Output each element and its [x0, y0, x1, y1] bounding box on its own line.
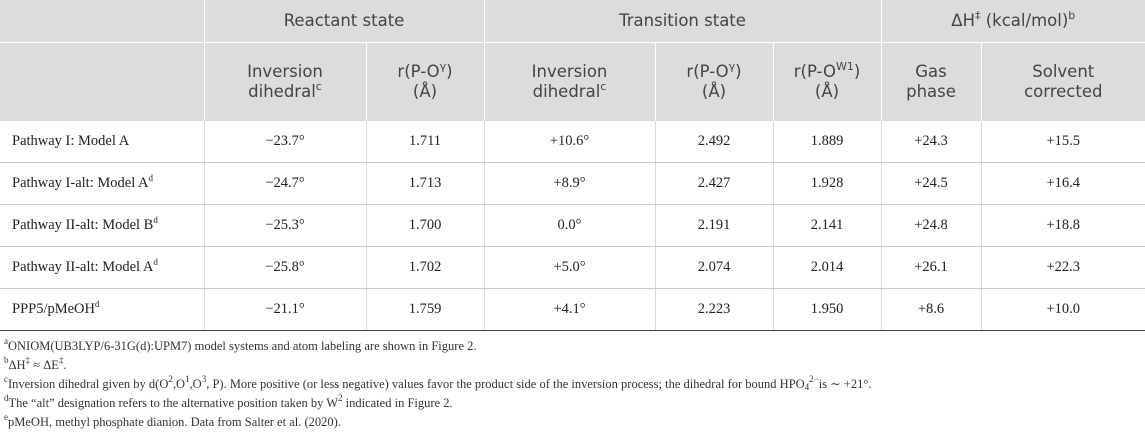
header-column-row: Inversion dihedralc r(P-Oγ) (Å) Inversion d… — [0, 42, 1145, 121]
row-label: Pathway II-alt: Model Ad — [0, 246, 204, 289]
footnote-d: dThe “alt” designation refers to the alt… — [4, 393, 453, 411]
cell-reactant-inversion: −25.3° — [203, 204, 366, 247]
header-corner — [0, 0, 204, 43]
cell-reactant-rpo: 1.759 — [365, 288, 485, 331]
row-label: Pathway I-alt: Model Ad — [0, 162, 204, 205]
cell-transition-rpw: 1.889 — [772, 121, 882, 163]
table-row: Pathway I-alt: Model Ad −24.7° 1.713 +8.… — [0, 162, 1145, 205]
cell-solvent-corrected: +18.8 — [980, 204, 1145, 247]
cell-transition-rpo: 2.492 — [654, 121, 774, 163]
row-label: Pathway II-alt: Model Bd — [0, 204, 204, 247]
cell-reactant-inversion: −23.7° — [203, 121, 366, 163]
cell-reactant-inversion: −25.8° — [203, 246, 366, 289]
cell-transition-rpw: 1.928 — [772, 162, 882, 205]
cell-transition-inversion: 0.0° — [483, 204, 656, 247]
col-reactant-inversion-dihedral: Inversion dihedralc — [203, 42, 366, 121]
col-reactant-r-p-o-gamma: r(P-Oγ) (Å) — [365, 42, 485, 121]
cell-transition-rpo: 2.074 — [654, 246, 774, 289]
cell-reactant-rpo: 1.713 — [365, 162, 485, 205]
cell-solvent-corrected: +15.5 — [980, 121, 1145, 163]
cell-reactant-rpo: 1.702 — [365, 246, 485, 289]
footnote-c: cInversion dihedral given by d(O2,O1,O3,… — [4, 374, 872, 392]
table-row: Pathway I: Model A −23.7° 1.711 +10.6° 2… — [0, 121, 1145, 163]
cell-transition-rpw: 2.014 — [772, 246, 882, 289]
cell-transition-rpo: 2.191 — [654, 204, 774, 247]
table-row: Pathway II-alt: Model Bd −25.3° 1.700 0.… — [0, 204, 1145, 247]
col-transition-r-p-o-w1: r(P-OW1) (Å) — [772, 42, 882, 121]
cell-transition-inversion: +5.0° — [483, 246, 656, 289]
table-row: Pathway II-alt: Model Ad −25.8° 1.702 +5… — [0, 246, 1145, 289]
table-row: PPP5/pMeOHd −21.1° 1.759 +4.1° 2.223 1.9… — [0, 288, 1145, 331]
cell-reactant-inversion: −24.7° — [203, 162, 366, 205]
footnote-a: aONIOM(UB3LYP/6-31G(d):UPM7) model syste… — [4, 336, 477, 354]
col-transition-inversion-dihedral: Inversion dihedralc — [483, 42, 656, 121]
col-gas-phase: Gas phase — [880, 42, 982, 121]
footnote-e: epMeOH, methyl phosphate dianion. Data f… — [4, 412, 341, 430]
cell-gas-phase: +26.1 — [880, 246, 982, 289]
row-label: PPP5/pMeOHd — [0, 288, 204, 331]
cell-gas-phase: +24.8 — [880, 204, 982, 247]
cell-transition-inversion: +8.9° — [483, 162, 656, 205]
header-row-label-blank — [0, 42, 204, 121]
cell-solvent-corrected: +16.4 — [980, 162, 1145, 205]
cell-reactant-inversion: −21.1° — [203, 288, 366, 331]
row-label: Pathway I: Model A — [0, 121, 204, 163]
header-group-row: Reactant state Transition state ΔH‡ (kca… — [0, 0, 1145, 43]
cell-gas-phase: +8.6 — [880, 288, 982, 331]
col-solvent-corrected: Solvent corrected — [980, 42, 1145, 121]
cell-reactant-rpo: 1.711 — [365, 121, 485, 163]
cell-solvent-corrected: +10.0 — [980, 288, 1145, 331]
cell-gas-phase: +24.3 — [880, 121, 982, 163]
header-delta-h: ΔH‡ (kcal/mol)b — [880, 0, 1145, 43]
cell-transition-rpo: 2.223 — [654, 288, 774, 331]
header-transition-state: Transition state — [483, 0, 882, 43]
cell-transition-rpw: 1.950 — [772, 288, 882, 331]
header-reactant-state: Reactant state — [203, 0, 485, 43]
cell-gas-phase: +24.5 — [880, 162, 982, 205]
col-transition-r-p-o-gamma: r(P-Oγ) (Å) — [654, 42, 774, 121]
table-footnotes: aONIOM(UB3LYP/6-31G(d):UPM7) model syste… — [0, 331, 1145, 432]
results-table: Reactant state Transition state ΔH‡ (kca… — [0, 0, 1145, 331]
footnote-b: bΔH‡ ≈ ΔE‡. — [4, 355, 67, 373]
cell-reactant-rpo: 1.700 — [365, 204, 485, 247]
cell-transition-rpw: 2.141 — [772, 204, 882, 247]
cell-solvent-corrected: +22.3 — [980, 246, 1145, 289]
cell-transition-inversion: +10.6° — [483, 121, 656, 163]
cell-transition-rpo: 2.427 — [654, 162, 774, 205]
cell-transition-inversion: +4.1° — [483, 288, 656, 331]
